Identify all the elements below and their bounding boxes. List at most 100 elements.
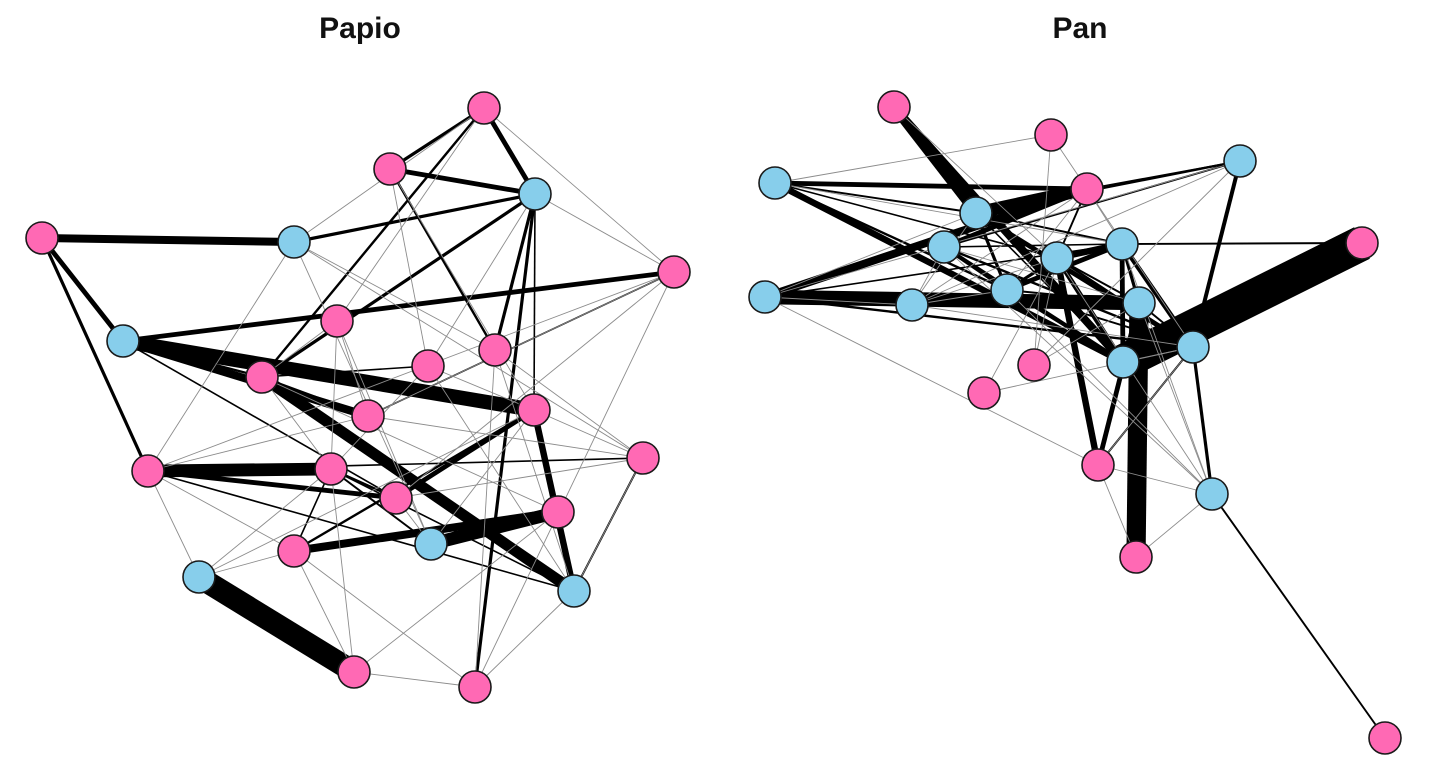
node-female-l — [351, 399, 385, 433]
edge-K-N — [764, 296, 913, 306]
edge-n-s — [147, 470, 295, 552]
edge-M-U — [1126, 302, 1149, 558]
edge-f-l — [367, 271, 675, 417]
edge-t-h — [336, 320, 432, 545]
edges-group — [40, 106, 675, 688]
node-male-I — [1040, 241, 1074, 275]
edge-e-p — [293, 241, 644, 459]
node-female-E — [1070, 172, 1104, 206]
edge-b-j — [389, 168, 429, 367]
node-male-e — [277, 225, 311, 259]
papio-title: Papio — [319, 12, 401, 45]
edge-E-N — [911, 188, 1088, 306]
edge-B-H — [774, 182, 1123, 245]
node-female-x — [458, 670, 492, 704]
edge-n-u — [147, 470, 575, 592]
edge-v-w — [193, 567, 360, 682]
node-male-u — [557, 574, 591, 608]
pan-title: Pan — [1052, 12, 1108, 45]
edge-e-c — [293, 193, 536, 243]
edge-l-n — [147, 415, 369, 472]
node-male-c — [518, 177, 552, 211]
node-female-b — [373, 152, 407, 186]
edge-f-q — [395, 271, 675, 499]
node-female-q — [379, 481, 413, 515]
node-male-M — [1122, 286, 1156, 320]
node-female-U — [1119, 540, 1153, 574]
node-female-R — [967, 376, 1001, 410]
edge-o-u — [330, 468, 575, 592]
edge-j-m — [427, 365, 535, 411]
edge-q-p — [395, 457, 644, 499]
node-male-D — [1223, 144, 1257, 178]
edge-c-k — [261, 192, 536, 379]
edge-D-N — [911, 160, 1241, 306]
node-male-O — [1106, 345, 1140, 379]
node-female-m — [517, 393, 551, 427]
edge-a-b — [389, 106, 485, 171]
edge-g-q — [122, 340, 397, 499]
node-female-a — [467, 91, 501, 125]
edge-B-E — [774, 180, 1088, 192]
edge-n-q — [147, 468, 397, 501]
edge-B-C — [774, 134, 1052, 184]
nodes-group — [748, 90, 1402, 755]
node-female-n — [131, 454, 165, 488]
edge-S-T — [1097, 464, 1213, 495]
node-female-Q — [1017, 348, 1051, 382]
edge-d-n — [40, 237, 150, 472]
edge-P-S — [1097, 346, 1194, 466]
edge-f-n — [147, 271, 675, 472]
edge-t-m — [430, 409, 535, 545]
edge-e-n — [147, 241, 295, 472]
edge-w-x — [353, 671, 476, 688]
edge-d-g — [40, 236, 125, 343]
papio-network-panel: Papio — [25, 12, 691, 704]
edge-o-t — [330, 468, 432, 545]
node-male-H — [1105, 227, 1139, 261]
node-female-d — [25, 221, 59, 255]
node-female-f — [657, 255, 691, 289]
edge-c-j — [427, 193, 536, 367]
edge-c-i — [493, 193, 537, 351]
edges-group — [763, 104, 1386, 739]
edge-j-k — [261, 365, 429, 378]
node-female-j — [411, 349, 445, 383]
edge-G-E — [943, 186, 1088, 250]
node-male-g — [106, 324, 140, 358]
edge-a-h — [336, 107, 485, 322]
edge-L-O — [1006, 288, 1124, 364]
edge-B-L — [774, 181, 1008, 292]
node-male-F — [959, 196, 993, 230]
edge-F-H — [975, 212, 1123, 245]
edge-n-p — [147, 457, 644, 472]
edge-P-T — [1191, 346, 1214, 495]
edge-k-o — [261, 376, 332, 470]
node-female-p — [626, 441, 660, 475]
edge-N-I — [911, 257, 1058, 306]
node-female-h — [320, 304, 354, 338]
edge-s-w — [293, 550, 355, 673]
node-male-T — [1195, 477, 1229, 511]
edge-g-m — [121, 333, 536, 418]
node-female-A — [877, 90, 911, 124]
edge-F-O — [975, 212, 1124, 363]
edge-i-x — [474, 349, 496, 688]
edge-o-w — [330, 468, 355, 673]
edge-u-x — [474, 590, 575, 688]
edge-D-E — [1086, 160, 1241, 190]
pan-network-panel: Pan — [720, 0, 1440, 779]
node-female-o — [314, 452, 348, 486]
edge-h-o — [330, 320, 338, 470]
edge-r-w — [353, 511, 559, 673]
edge-m-v — [198, 409, 535, 578]
edge-H-T — [1121, 243, 1213, 495]
node-female-J — [1345, 226, 1379, 260]
edge-j-u — [427, 365, 575, 592]
edge-B-I — [774, 182, 1058, 259]
edge-K-E — [763, 185, 1089, 301]
edge-D-K — [764, 160, 1241, 298]
pan-network-graph — [748, 90, 1402, 755]
node-female-C — [1034, 118, 1068, 152]
edge-p-u — [573, 457, 644, 592]
